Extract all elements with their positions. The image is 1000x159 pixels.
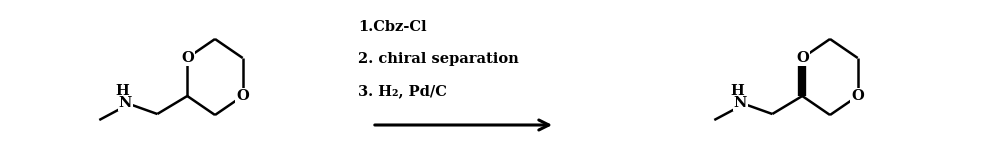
Text: H: H: [730, 84, 744, 98]
Text: 1.Cbz-Cl: 1.Cbz-Cl: [358, 20, 427, 34]
Text: O: O: [796, 51, 809, 65]
Text: N: N: [119, 96, 132, 110]
Text: N: N: [734, 96, 747, 110]
Text: 2. chiral separation: 2. chiral separation: [358, 52, 519, 66]
Text: O: O: [236, 89, 249, 103]
Text: O: O: [851, 89, 864, 103]
Text: 3. H₂, Pd/C: 3. H₂, Pd/C: [358, 84, 447, 98]
Text: H: H: [115, 84, 129, 98]
Text: O: O: [181, 51, 194, 65]
